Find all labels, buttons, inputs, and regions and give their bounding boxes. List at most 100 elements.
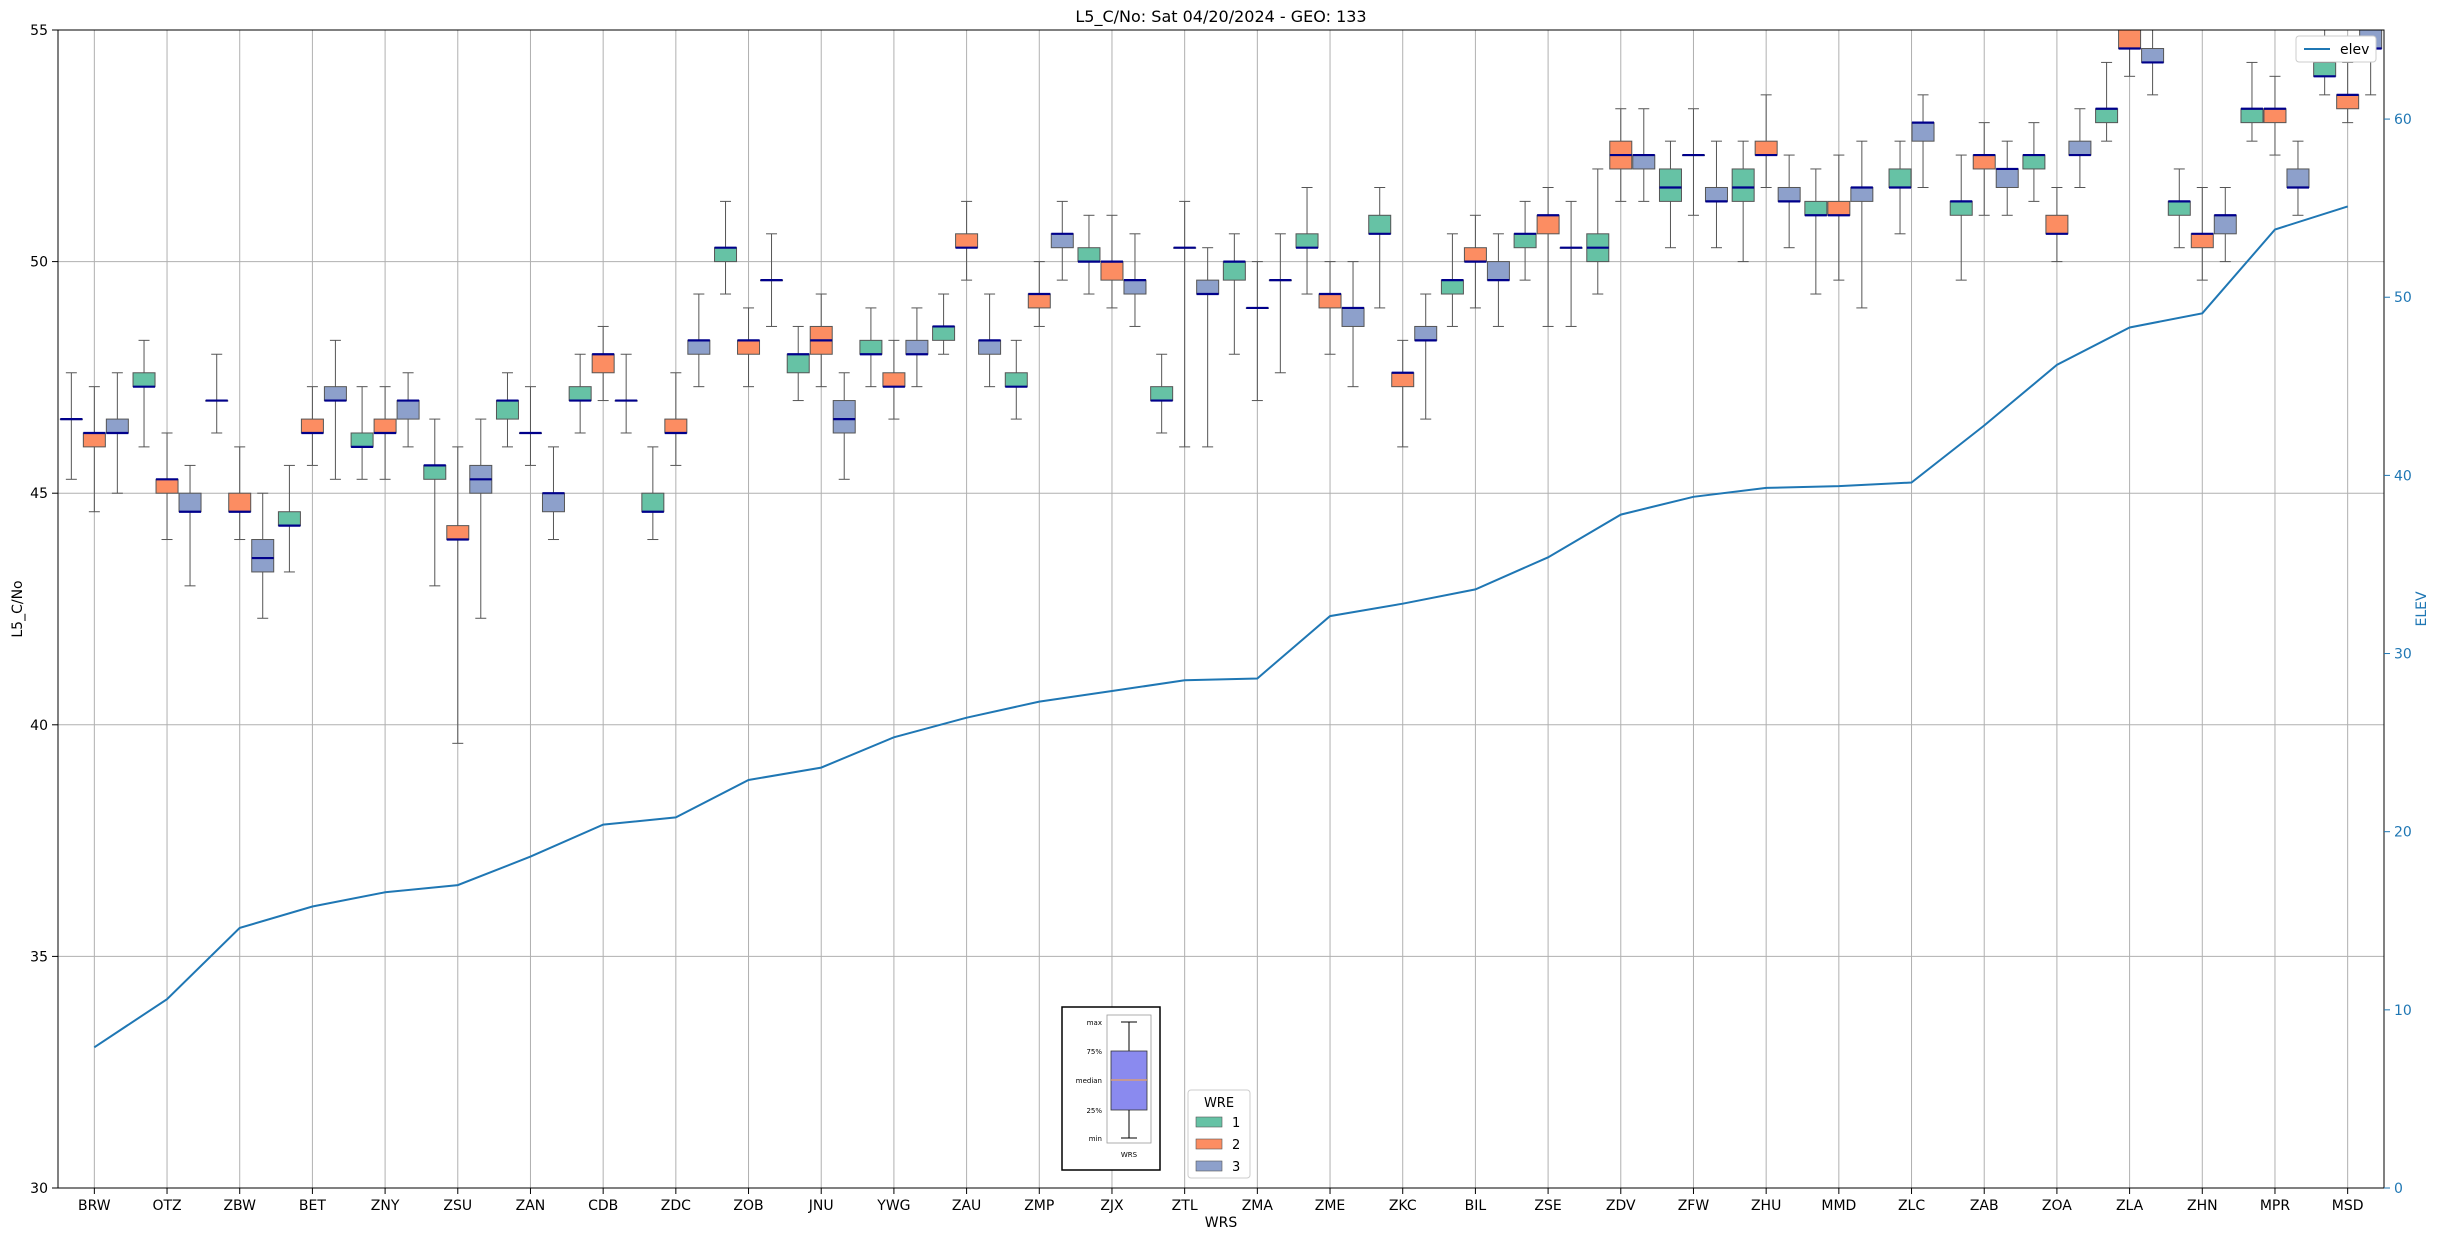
box-ZOA-wre-3	[2068, 108, 2092, 188]
box-BRW-wre-3	[59, 372, 83, 480]
left-axis: 30 35 40 45 50 55	[30, 23, 58, 1197]
box-ZKC-wre-1	[1368, 186, 1392, 309]
box-ZNY-wre-3	[396, 372, 420, 448]
elev-line-group	[93, 205, 2349, 1049]
box-ZFW-wre-3	[1704, 140, 1728, 249]
wre-legend-swatch-2	[1195, 1138, 1223, 1150]
box-MMD-wre-2	[1827, 154, 1851, 281]
box-ZSE-wre-1	[1513, 200, 1537, 281]
box-body	[2045, 214, 2069, 235]
x-tick-label: ZMP	[1024, 1198, 1054, 1214]
x-tick-label: YWG	[876, 1198, 910, 1214]
box-CDB-wre-3	[614, 353, 638, 434]
box-ZDC-wre-2	[664, 372, 688, 466]
box-body	[2022, 154, 2046, 170]
box-body	[1911, 122, 1935, 142]
box-ZNY-wre-1	[350, 386, 374, 480]
box-ZOB-wre-3	[760, 233, 784, 327]
box-BET-wre-3	[323, 339, 347, 480]
box-body	[832, 400, 856, 434]
x-tick-label: ZJX	[1100, 1198, 1124, 1214]
box-body	[1222, 261, 1246, 281]
box-ZHN-wre-2	[2190, 186, 2214, 281]
box-ZOA-wre-1	[2022, 122, 2046, 202]
x-tick-label: BRW	[78, 1198, 111, 1214]
box-body	[300, 418, 324, 434]
box-MSD-wre-2	[2336, 61, 2360, 124]
y-tick-label: 45	[30, 486, 48, 502]
key-label-25: 25%	[1086, 1107, 1102, 1115]
box-body	[687, 339, 711, 355]
box-body	[1658, 168, 1682, 202]
box-ZSE-wre-2	[1536, 186, 1560, 327]
x-tick-label: ZKC	[1389, 1198, 1417, 1214]
box-body	[1077, 247, 1101, 263]
box-YWG-wre-1	[859, 307, 883, 388]
x-tick-label: ZSE	[1534, 1198, 1561, 1214]
box-body	[786, 353, 810, 374]
box-ZAN-wre-1	[495, 372, 519, 448]
box-ZSU-wre-3	[469, 418, 493, 619]
box-body	[446, 525, 470, 541]
wre-legend-label-1: 1	[1232, 1116, 1240, 1131]
box-body	[978, 339, 1002, 355]
box-body	[1486, 261, 1510, 281]
box-ZMA-wre-2	[1245, 261, 1269, 402]
box-ZJX-wre-2	[1100, 214, 1124, 309]
box-BET-wre-2	[300, 386, 324, 466]
x-tick-label: ZTL	[1172, 1198, 1198, 1214]
box-ZOB-wre-1	[714, 200, 738, 295]
x-tick-label: ZSU	[443, 1198, 472, 1214]
box-BRW-wre-3	[105, 372, 129, 494]
box-body	[859, 339, 883, 355]
box-body	[1196, 279, 1220, 295]
box-body	[1150, 386, 1174, 402]
box-body	[591, 353, 615, 374]
y-axis-label: L5_C/No	[10, 580, 26, 637]
wre-legend-swatch-3	[1195, 1160, 1223, 1172]
box-body	[737, 339, 761, 355]
box-ZSE-wre-3	[1559, 200, 1583, 327]
box-ZDC-wre-3	[687, 293, 711, 388]
box-YWG-wre-2	[882, 339, 906, 420]
box-ZAB-wre-2	[1972, 122, 1996, 216]
box-ZME-wre-3	[1341, 261, 1365, 388]
box-body	[1440, 279, 1464, 295]
box-body	[905, 339, 929, 355]
box-BIL-wre-2	[1463, 214, 1487, 309]
box-body	[495, 400, 519, 420]
box-body	[2095, 108, 2119, 124]
box-CDB-wre-1	[568, 353, 592, 434]
box-body	[277, 511, 301, 527]
x-tick-label: MSD	[2332, 1198, 2364, 1214]
box-MPR-wre-2	[2263, 75, 2287, 156]
box-JNU-wre-3	[832, 372, 856, 480]
box-ZMA-wre-3	[1268, 233, 1292, 374]
box-body	[1731, 168, 1755, 202]
box-ZLA-wre-2	[2118, 29, 2142, 77]
box-body	[714, 247, 738, 263]
box-body	[664, 418, 688, 434]
right-tick-label: 60	[2394, 112, 2412, 128]
x-axis-label: WRS	[1205, 1215, 1238, 1231]
box-ZTL-wre-2	[1173, 200, 1197, 448]
box-body	[2167, 200, 2191, 216]
box-body	[1804, 200, 1828, 216]
box-body	[2141, 48, 2165, 63]
box-ZBW-wre-3	[251, 492, 275, 619]
x-tick-label: ZLC	[1898, 1198, 1925, 1214]
box-OTZ-wre-3	[178, 464, 202, 587]
box-ZHN-wre-1	[2167, 168, 2191, 249]
box-JNU-wre-1	[786, 325, 810, 402]
box-ZHU-wre-2	[1754, 94, 1778, 188]
box-body	[1632, 154, 1656, 170]
box-ZKC-wre-3	[1414, 293, 1438, 420]
key-inset-panel	[1106, 1014, 1152, 1144]
box-body	[373, 418, 397, 434]
box-ZAB-wre-1	[1949, 154, 1973, 281]
x-axis: BRW OTZ ZBW BET ZNY ZSU ZAN CDB ZDC ZOB JNU YWG ZAU Z…	[78, 1188, 2364, 1214]
box-ZDV-wre-2	[1609, 108, 1633, 202]
wre-legend-label-3: 3	[1232, 1160, 1240, 1175]
chart-title: L5_C/No: Sat 04/20/2024 - GEO: 133	[1075, 7, 1366, 27]
